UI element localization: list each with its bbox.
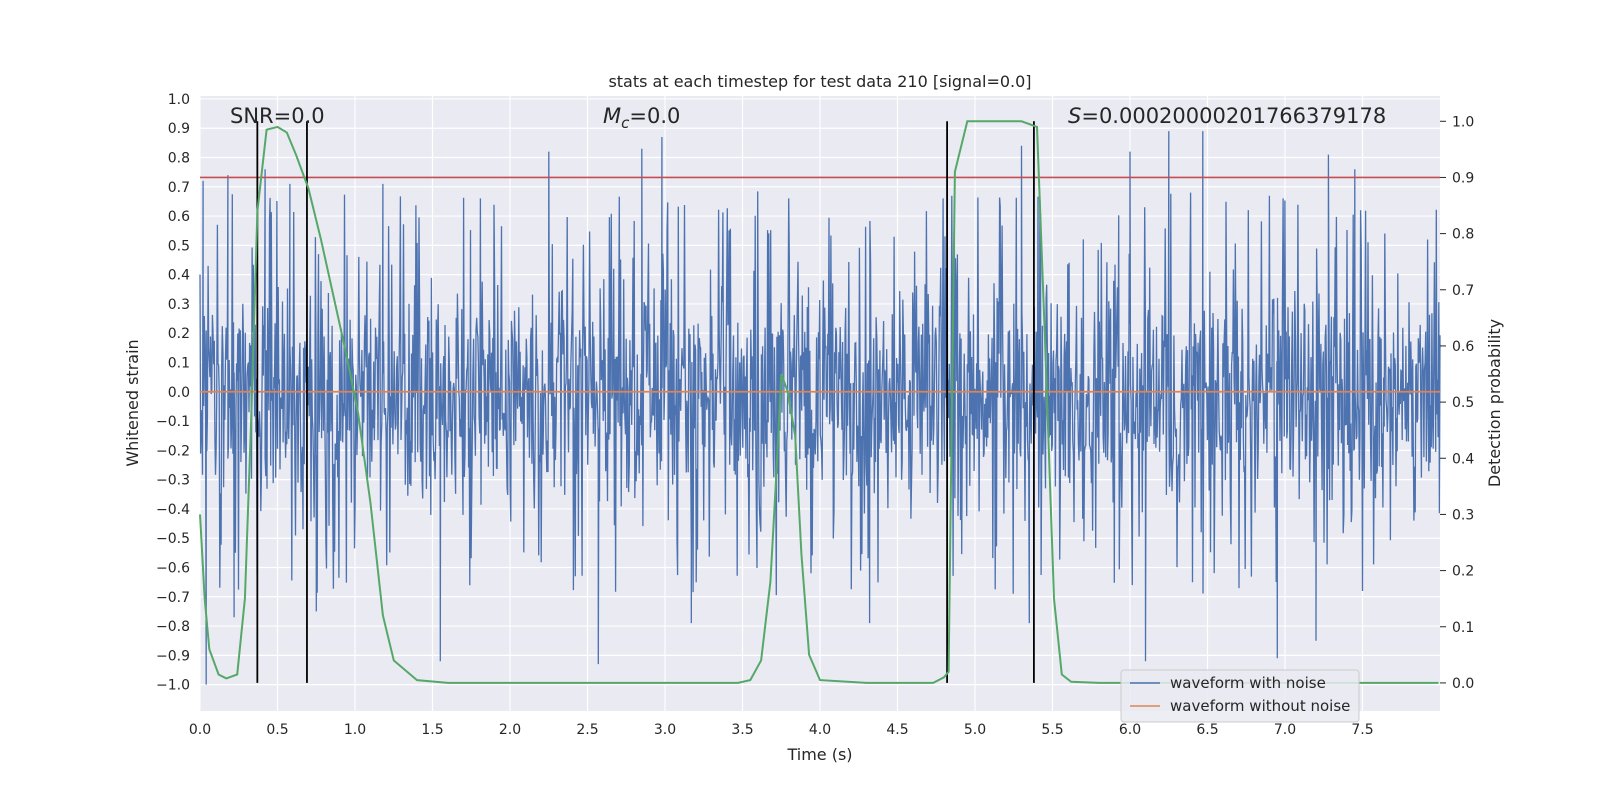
y-tick-label: 0.4 [168,268,190,284]
x-tick-label: 1.5 [421,722,443,738]
snr-annotation: SNR=0.0 [230,104,325,128]
y-tick-label: 1.0 [168,92,190,108]
x-tick-label: 3.5 [731,722,753,738]
y2-tick-label: 0.0 [1452,676,1474,692]
s-value: =0.00020000201766379178 [1081,104,1386,128]
x-axis-ticks: 0.0 0.5 1.0 1.5 2.0 2.5 3.0 3.5 4.0 4.5 5.0 5.5 6.0 6… [189,722,1374,738]
y-tick-label: 0.7 [168,180,190,196]
y-tick-label: −0.7 [156,590,190,606]
y2-tick-label: 0.7 [1452,283,1474,299]
series-line-detection-probability [199,120,1439,684]
y-tick-label: −0.8 [156,619,190,635]
x-tick-label: 1.0 [344,722,366,738]
x-tick-label: 5.0 [964,722,986,738]
y2-tick-label: 0.6 [1452,339,1474,355]
legend-label-noise: waveform with noise [1170,674,1326,692]
x-tick-label: 4.0 [809,722,831,738]
y2-axis-ticks: 1.0 0.9 0.8 0.7 0.6 0.5 0.4 0.3 0.2 0.1 0.0 [1440,114,1474,692]
mc-annotation: Mc=0.0 [603,104,680,132]
y2-tick-label: 0.8 [1452,227,1474,243]
legend: waveform with noise waveform without noi… [1120,669,1360,723]
s-annotation: S=0.00020000201766379178 [1068,104,1386,128]
y-tick-label: 0.5 [168,238,190,254]
y-axis-ticks: 1.0 0.9 0.8 0.7 0.6 0.5 0.4 0.3 0.2 0.1 0.0 −0.1 −0.… [156,92,190,694]
y-tick-label: −0.6 [156,561,190,577]
y-tick-label: 0.6 [168,209,190,225]
y-tick-label: −0.2 [156,443,190,459]
y-tick-label: −0.5 [156,531,190,547]
y2-tick-label: 0.1 [1452,620,1474,636]
y2-tick-label: 0.5 [1452,395,1474,411]
x-tick-label: 0.0 [189,722,211,738]
x-tick-label: 7.5 [1351,722,1373,738]
y-tick-label: −0.1 [156,414,190,430]
x-axis-label: Time (s) [786,745,852,764]
x-tick-label: 7.0 [1274,722,1296,738]
y-tick-label: 0.9 [168,121,190,137]
x-tick-label: 4.5 [886,722,908,738]
y2-tick-label: 0.4 [1452,451,1474,467]
x-tick-label: 6.0 [1119,722,1141,738]
y-tick-label: 0.0 [168,385,190,401]
s-symbol: S [1068,104,1081,128]
y-tick-label: −1.0 [156,678,190,694]
chart-title: stats at each timestep for test data 210… [608,72,1031,91]
legend-label-clean: waveform without noise [1170,697,1350,715]
probability-series [199,120,1439,684]
mc-symbol: M [603,104,621,128]
y-tick-label: 0.2 [168,326,190,342]
y-tick-label: 0.8 [168,151,190,167]
y2-tick-label: 0.3 [1452,507,1474,523]
y-tick-label: 0.1 [168,356,190,372]
y-tick-label: 0.3 [168,297,190,313]
x-tick-label: 3.0 [654,722,676,738]
y2-tick-label: 1.0 [1452,114,1474,130]
x-tick-label: 5.5 [1041,722,1063,738]
y-axis-label: Whitened strain [123,339,142,466]
y-tick-label: −0.4 [156,502,190,518]
x-tick-label: 2.5 [576,722,598,738]
series-line-waveform-with-noise [199,125,1441,685]
y2-tick-label: 0.9 [1452,170,1474,186]
y-tick-label: −0.9 [156,648,190,664]
y2-tick-label: 0.2 [1452,564,1474,580]
x-tick-label: 0.5 [266,722,288,738]
mc-value: =0.0 [629,104,680,128]
y-tick-label: −0.3 [156,473,190,489]
x-tick-label: 2.0 [499,722,521,738]
noise-series [199,125,1441,685]
legend-box [1120,669,1360,723]
x-tick-label: 6.5 [1196,722,1218,738]
y2-axis-label: Detection probability [1485,319,1504,487]
mc-subscript: c [621,114,630,132]
